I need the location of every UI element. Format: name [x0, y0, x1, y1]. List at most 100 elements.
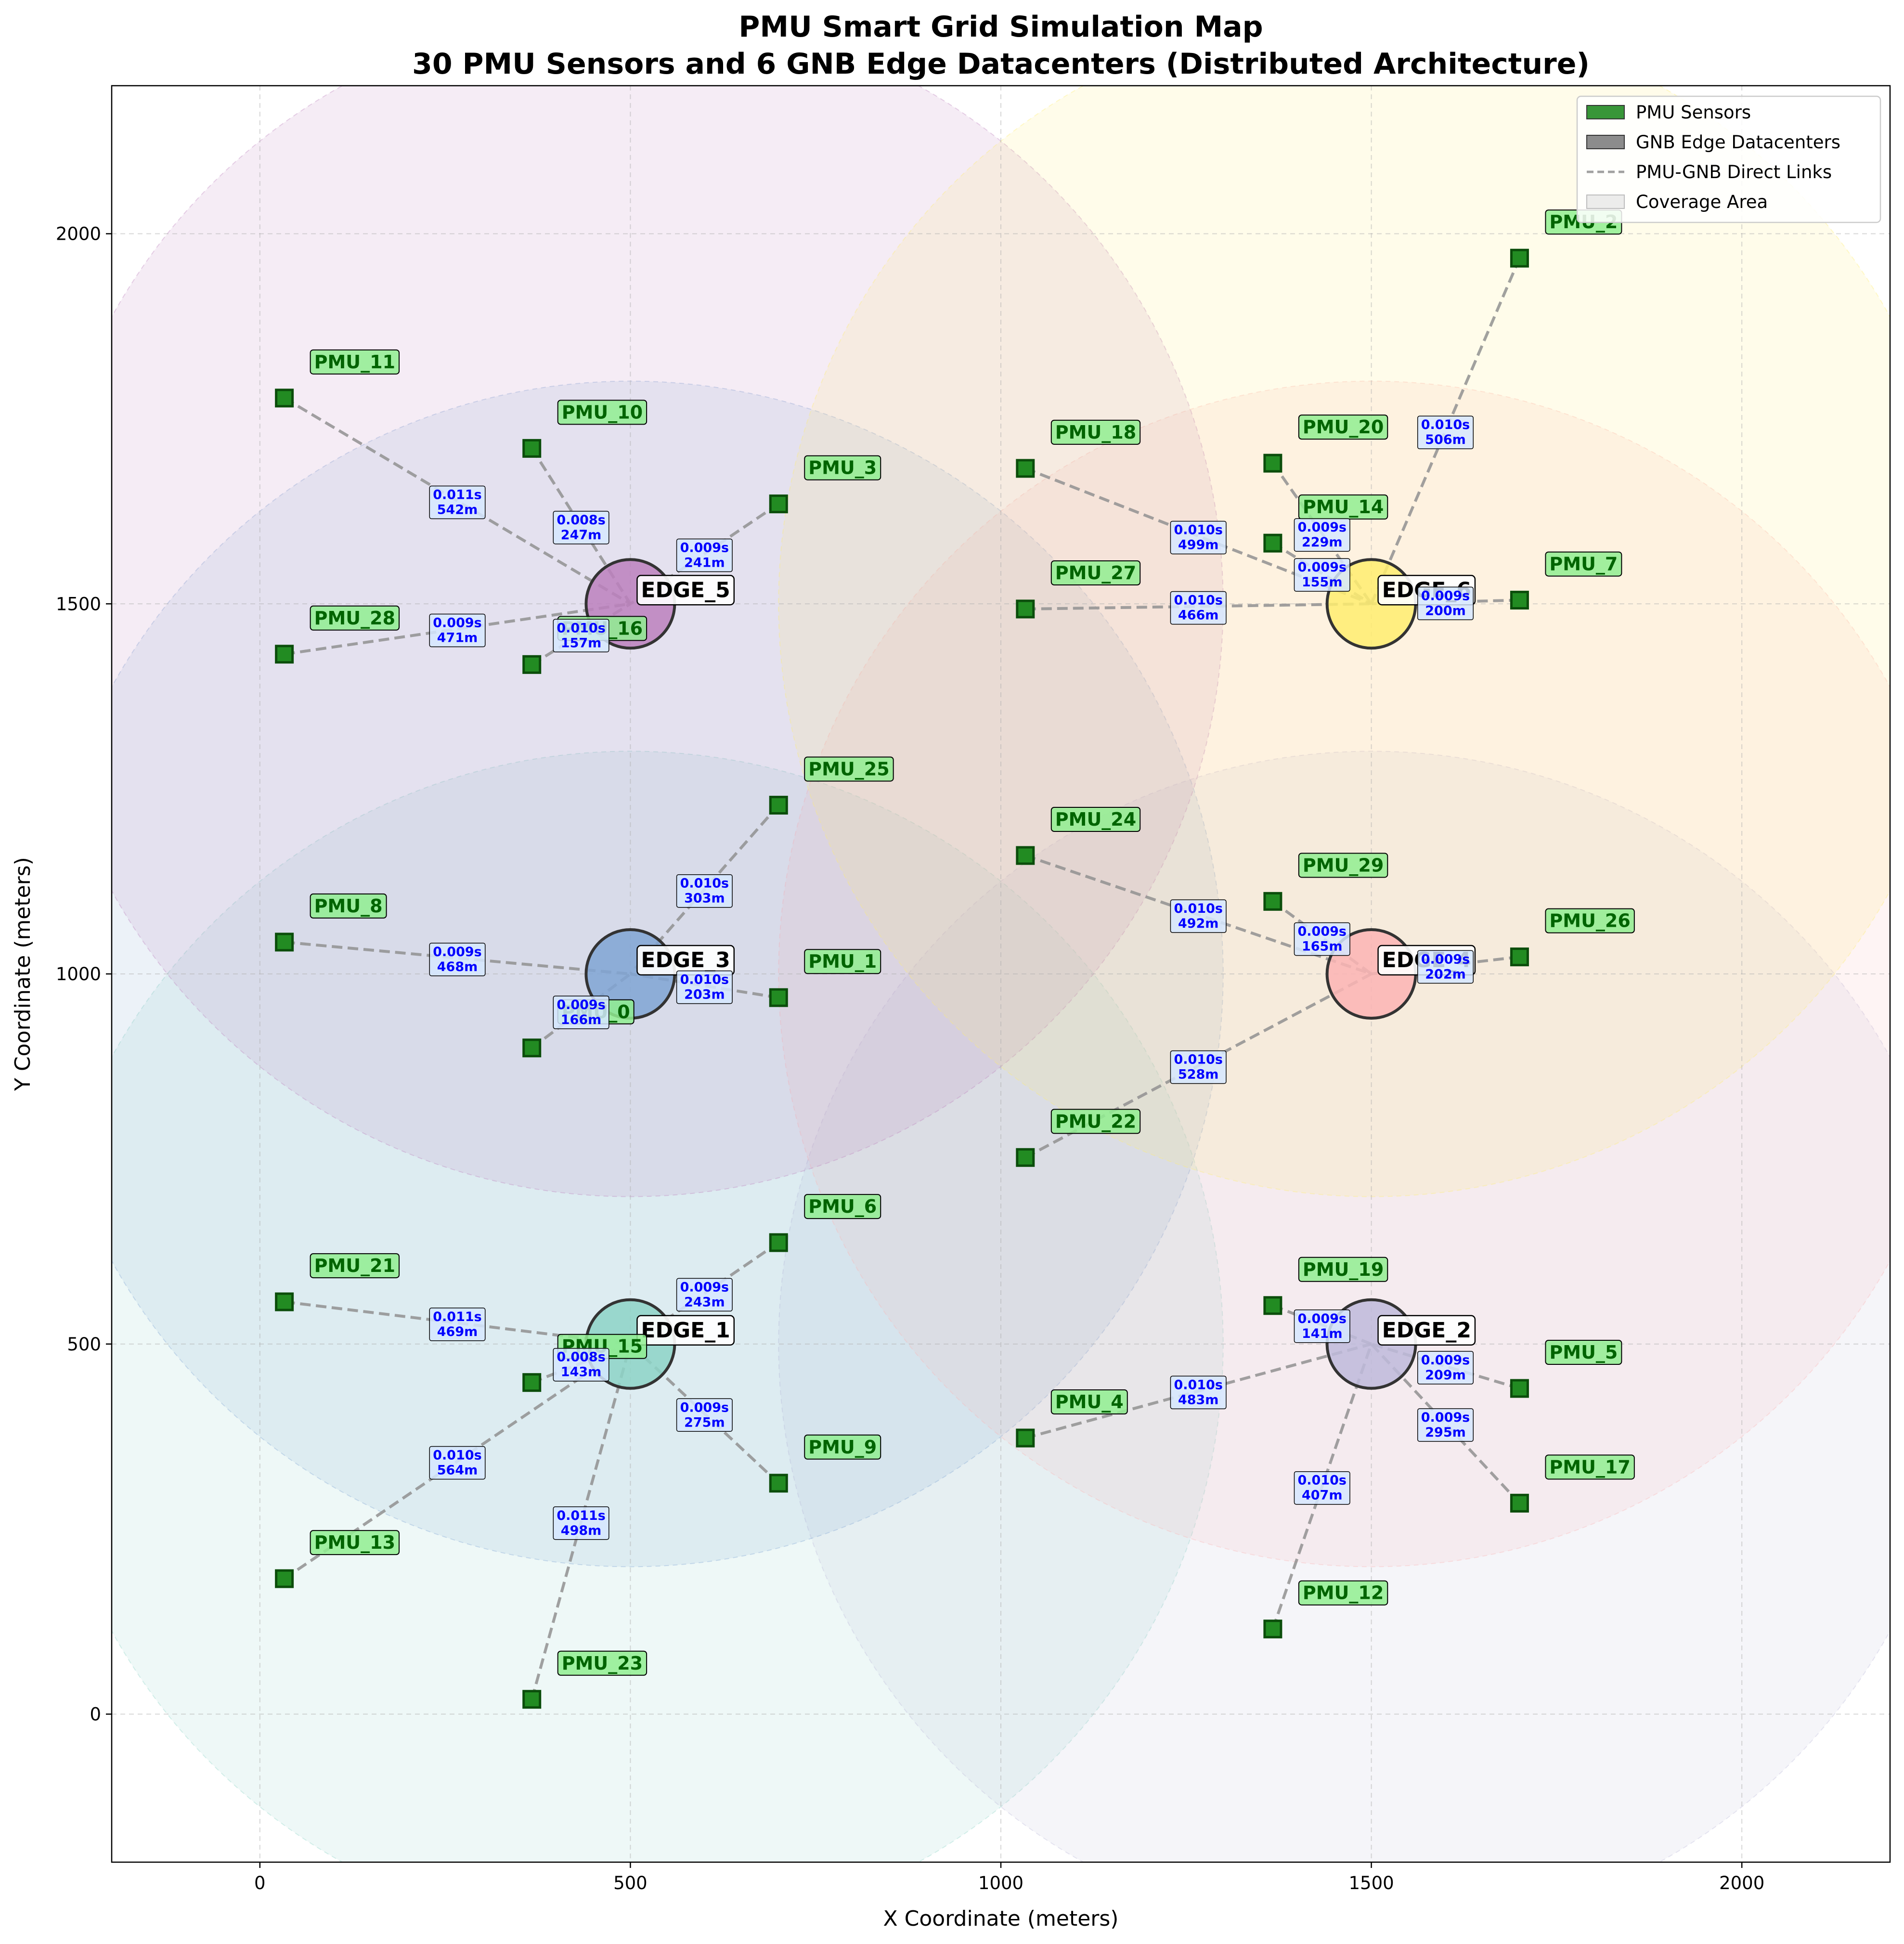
pmu-label-text: PMU_5 — [1549, 1342, 1618, 1363]
pmu-marker[interactable] — [769, 988, 788, 1007]
link-distance-text: 243m — [684, 1295, 725, 1309]
pmu-marker[interactable] — [1263, 1296, 1282, 1315]
link-label-box — [676, 874, 733, 908]
edge-label-text: EDGE_1 — [641, 1318, 730, 1343]
pmu-marker[interactable] — [1263, 892, 1282, 911]
pmu-label: PMU_18 — [1050, 419, 1141, 445]
pmu-marker[interactable] — [522, 1690, 542, 1709]
pmu-marker[interactable] — [769, 795, 788, 815]
pmu-marker[interactable] — [275, 933, 294, 952]
link-latency-text: 0.010s — [1174, 901, 1222, 916]
pmu-marker[interactable] — [1263, 533, 1282, 553]
link-latency-text: 0.009s — [1297, 924, 1346, 939]
link-latency-text: 0.009s — [557, 998, 605, 1012]
pmu-marker[interactable] — [1016, 459, 1035, 478]
pmu-label-text: PMU_22 — [1055, 1111, 1136, 1132]
link-label-box — [553, 619, 609, 653]
pmu-label: PMU_29 — [1298, 853, 1388, 878]
pmu-label-text: PMU_3 — [808, 457, 877, 479]
pmu-sensors: PMU_0PMU_1PMU_2PMU_3PMU_4PMU_5PMU_6PMU_7… — [275, 209, 1635, 1709]
pmu-label-box — [1298, 1257, 1388, 1282]
pmu-marker[interactable] — [769, 1474, 788, 1493]
link-label-box — [676, 1398, 733, 1432]
pmu-marker[interactable] — [1016, 1148, 1035, 1167]
link-latency-text: 0.010s — [680, 972, 729, 987]
y-tick-label: 0 — [90, 1704, 101, 1725]
pmu-label: PMU_25 — [804, 756, 894, 782]
legend-swatch — [1586, 194, 1625, 209]
link-label-box — [1417, 1408, 1474, 1442]
pmu-marker[interactable] — [522, 439, 542, 458]
axis-ticks: 0 500 1000 1500 2000 0 500 1000 1500 2000 — [56, 224, 1764, 1894]
link-latency-text: 0.009s — [433, 616, 481, 631]
link-label-box — [676, 538, 733, 572]
pmu-label-box — [310, 1530, 400, 1555]
link-latency-text: 0.010s — [433, 1448, 481, 1463]
pmu-label-box — [1050, 560, 1141, 586]
pmu-marker[interactable] — [275, 389, 294, 408]
pmu-label-text: PMU_18 — [1055, 422, 1136, 443]
link-distance-text: 143m — [561, 1365, 602, 1380]
pmu-marker[interactable] — [1510, 1493, 1529, 1513]
link-label-box — [676, 970, 733, 1004]
link-distance-text: 498m — [561, 1523, 602, 1538]
link-latency-text: 0.009s — [1421, 1353, 1470, 1368]
pmu-label-box — [804, 949, 881, 974]
link-label-box — [1170, 899, 1227, 933]
pmu-label-box — [1545, 551, 1622, 577]
pmu-marker[interactable] — [1263, 454, 1282, 473]
y-axis-label: Y Coordinate (meters) — [11, 857, 35, 1091]
pmu-marker[interactable] — [275, 1292, 294, 1311]
chart-title: PMU Smart Grid Simulation Map — [738, 10, 1263, 44]
y-tick-label: 2000 — [56, 224, 101, 245]
pmu-gnb-link — [1025, 602, 1372, 611]
edge-label: EDGE_5 — [636, 575, 735, 606]
pmu-marker[interactable] — [275, 645, 294, 664]
pmu-label-text: PMU_12 — [1303, 1582, 1384, 1604]
pmu-label-text: PMU_27 — [1055, 562, 1136, 583]
link-distance-text: 564m — [437, 1463, 478, 1477]
pmu-marker[interactable] — [1510, 248, 1529, 268]
edge-label-text: EDGE_5 — [641, 578, 730, 602]
pmu-marker[interactable] — [1016, 846, 1035, 865]
pmu-label-text: PMU_25 — [808, 758, 889, 779]
pmu-marker[interactable] — [1510, 1379, 1529, 1398]
pmu-marker[interactable] — [522, 1038, 542, 1058]
pmu-label-box — [1298, 1580, 1388, 1606]
pmu-marker[interactable] — [1510, 947, 1529, 967]
pmu-label-text: PMU_14 — [1303, 496, 1384, 518]
pmu-marker[interactable] — [275, 1569, 294, 1588]
pmu-marker[interactable] — [522, 655, 542, 674]
pmu-label: PMU_10 — [557, 400, 648, 425]
x-tick-label: 1000 — [978, 1873, 1023, 1893]
x-tick-label: 2000 — [1719, 1873, 1764, 1893]
pmu-label: PMU_8 — [310, 893, 387, 919]
legend-swatch — [1586, 105, 1625, 119]
pmu-marker[interactable] — [1016, 1428, 1035, 1448]
link-label-box — [1294, 1309, 1350, 1343]
link-latency-text: 0.009s — [680, 1400, 729, 1415]
link-label-box — [1294, 922, 1350, 956]
link-latency-text: 0.011s — [433, 488, 481, 503]
pmu-label-text: PMU_11 — [314, 351, 395, 373]
link-distance-text: 506m — [1425, 432, 1466, 447]
pmu-label-text: PMU_10 — [562, 402, 643, 423]
pmu-marker[interactable] — [1510, 591, 1529, 610]
pmu-marker[interactable] — [522, 1373, 542, 1392]
pmu-marker[interactable] — [1263, 1620, 1282, 1639]
pmu-label: PMU_20 — [1298, 415, 1388, 440]
pmu-marker[interactable] — [769, 494, 788, 514]
edge-label-box — [1377, 1315, 1476, 1346]
link-latency-text: 0.008s — [557, 513, 605, 528]
legend-entry: PMU Sensors — [1636, 102, 1751, 123]
pmu-marker[interactable] — [769, 1233, 788, 1252]
pmu-marker[interactable] — [1016, 599, 1035, 619]
link-latency-text: 0.011s — [433, 1309, 481, 1324]
